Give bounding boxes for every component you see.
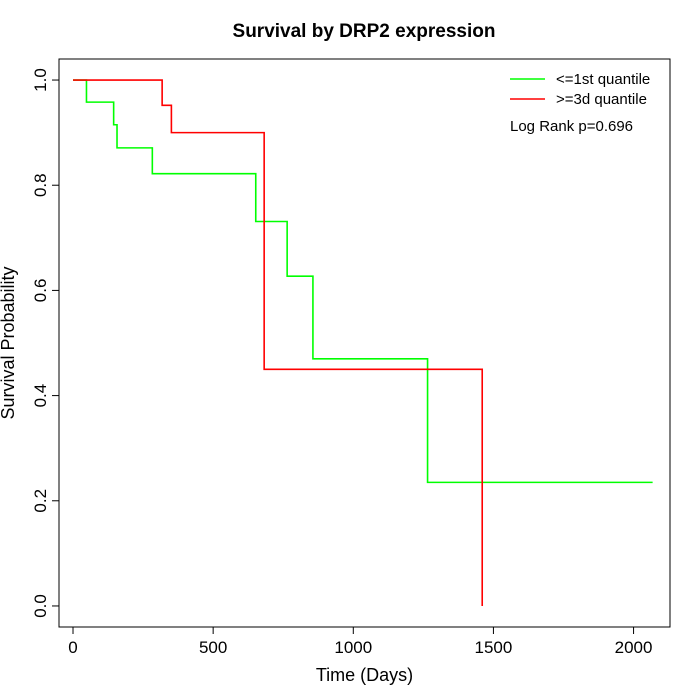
- y-tick-label: 1.0: [31, 68, 50, 92]
- series-line-2: [73, 79, 484, 606]
- y-tick-label: 0.2: [31, 489, 50, 513]
- legend-label-1: <=1st quantile: [556, 71, 650, 88]
- x-tick-label: 2000: [615, 638, 653, 657]
- x-tick-label: 0: [68, 638, 77, 657]
- y-tick-label: 0.6: [31, 279, 50, 303]
- series-line-1: [73, 79, 653, 484]
- x-tick-label: 1500: [475, 638, 513, 657]
- x-axis: 0 500 1000 1500 2000: [68, 626, 653, 657]
- x-axis-label: Time (Days): [316, 665, 413, 685]
- x-tick-label: 500: [199, 638, 227, 657]
- log-rank-annotation: Log Rank p=0.696: [510, 118, 633, 135]
- y-axis: 0.0 0.2 0.4 0.6 0.8 1.0: [31, 68, 60, 618]
- x-tick-label: 1000: [334, 638, 372, 657]
- y-tick-label: 0.0: [31, 594, 50, 618]
- legend-label-2: >=3d quantile: [556, 91, 647, 108]
- legend: <=1st quantile >=3d quantile: [510, 71, 650, 108]
- series-layer: [73, 79, 653, 606]
- y-axis-label: Survival Probability: [0, 266, 18, 419]
- plot-frame: [58, 58, 671, 628]
- y-tick-label: 0.4: [31, 384, 50, 408]
- y-tick-label: 0.8: [31, 173, 50, 197]
- chart-title: Survival by DRP2 expression: [233, 21, 496, 42]
